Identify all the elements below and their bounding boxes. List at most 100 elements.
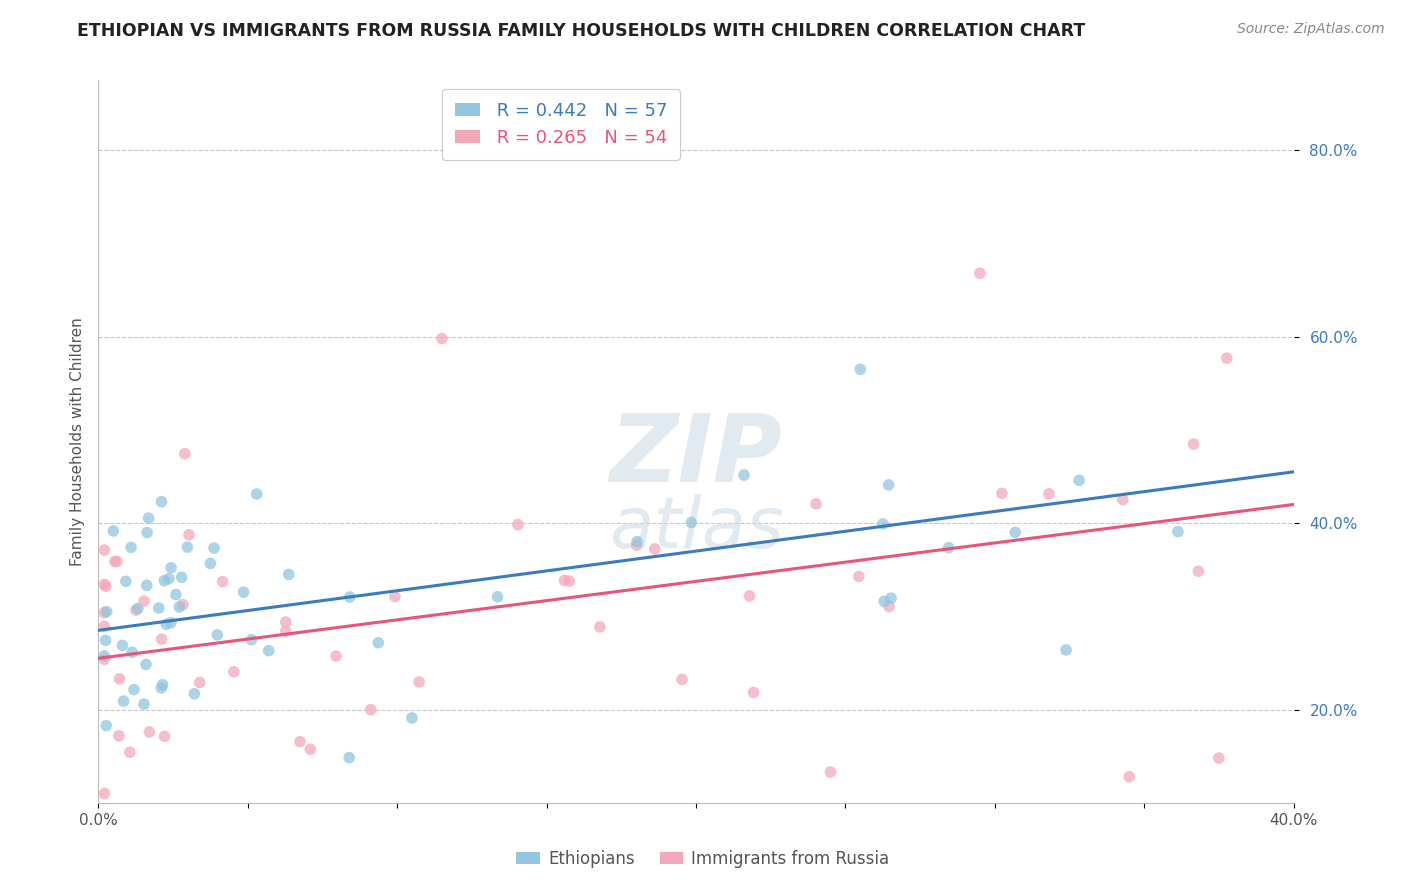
Point <box>94 579 117 593</box>
Point <box>96 605 118 619</box>
Point <box>132 697 155 711</box>
Point <box>367 636 389 650</box>
Point <box>183 687 205 701</box>
Point <box>121 645 143 659</box>
Point <box>104 555 127 569</box>
Point <box>93 577 115 591</box>
Point <box>112 694 135 708</box>
Point <box>820 765 842 780</box>
Point <box>430 332 453 346</box>
Point <box>299 742 322 756</box>
Point <box>202 541 225 555</box>
Point <box>880 591 903 606</box>
Point <box>127 601 149 615</box>
Point <box>152 678 174 692</box>
Point <box>93 787 115 801</box>
Point <box>207 628 229 642</box>
Point <box>1187 564 1209 578</box>
Point <box>108 672 131 686</box>
Point <box>93 619 115 633</box>
Point <box>644 541 666 556</box>
Point <box>360 703 382 717</box>
Point <box>589 620 612 634</box>
Point <box>114 574 136 589</box>
Point <box>339 590 361 604</box>
Point <box>200 557 222 571</box>
Point <box>553 574 575 588</box>
Point <box>1112 492 1135 507</box>
Point <box>134 594 156 608</box>
Point <box>93 648 115 663</box>
Point <box>222 665 245 679</box>
Point <box>401 711 423 725</box>
Point <box>274 624 297 639</box>
Point <box>1182 437 1205 451</box>
Point <box>742 685 765 699</box>
Point <box>138 725 160 739</box>
Point <box>1208 751 1230 765</box>
Point <box>872 516 894 531</box>
Point <box>150 632 173 647</box>
Point <box>135 578 157 592</box>
Point <box>150 681 173 695</box>
Point <box>1004 525 1026 540</box>
Point <box>155 617 177 632</box>
Legend:  R = 0.442   N = 57,  R = 0.265   N = 54: R = 0.442 N = 57, R = 0.265 N = 54 <box>441 89 681 160</box>
Y-axis label: Family Households with Children: Family Households with Children <box>69 318 84 566</box>
Point <box>626 538 648 552</box>
Point <box>257 643 280 657</box>
Point <box>384 590 406 604</box>
Point <box>408 675 430 690</box>
Point <box>169 599 191 614</box>
Point <box>138 511 160 525</box>
Point <box>506 517 529 532</box>
Point <box>1167 524 1189 539</box>
Point <box>125 603 148 617</box>
Point <box>246 487 269 501</box>
Point <box>172 598 194 612</box>
Point <box>153 574 176 588</box>
Point <box>122 682 145 697</box>
Point <box>150 494 173 508</box>
Point <box>232 585 254 599</box>
Point <box>969 266 991 280</box>
Point <box>105 554 128 568</box>
Point <box>1216 351 1239 366</box>
Point <box>160 560 183 574</box>
Point <box>681 516 703 530</box>
Point <box>165 588 187 602</box>
Point <box>103 524 125 538</box>
Point <box>136 525 159 540</box>
Point <box>240 632 263 647</box>
Point <box>111 639 134 653</box>
Point <box>1054 643 1077 657</box>
Point <box>274 615 297 629</box>
Point <box>877 599 900 614</box>
Point <box>157 572 180 586</box>
Point <box>148 601 170 615</box>
Point <box>211 574 233 589</box>
Point <box>671 673 693 687</box>
Point <box>1118 770 1140 784</box>
Point <box>849 362 872 376</box>
Point <box>118 745 141 759</box>
Point <box>1038 487 1060 501</box>
Point <box>170 570 193 584</box>
Point <box>160 615 183 630</box>
Point <box>991 486 1014 500</box>
Point <box>804 497 827 511</box>
Point <box>325 648 347 663</box>
Point <box>176 540 198 554</box>
Point <box>277 567 299 582</box>
Point <box>177 527 200 541</box>
Point <box>120 541 142 555</box>
Point <box>94 633 117 648</box>
Point <box>1067 473 1090 487</box>
Point <box>877 478 900 492</box>
Point <box>93 652 115 666</box>
Point <box>188 675 211 690</box>
Text: ZIP: ZIP <box>610 410 782 502</box>
Point <box>96 718 118 732</box>
Text: Source: ZipAtlas.com: Source: ZipAtlas.com <box>1237 22 1385 37</box>
Legend: Ethiopians, Immigrants from Russia: Ethiopians, Immigrants from Russia <box>510 844 896 875</box>
